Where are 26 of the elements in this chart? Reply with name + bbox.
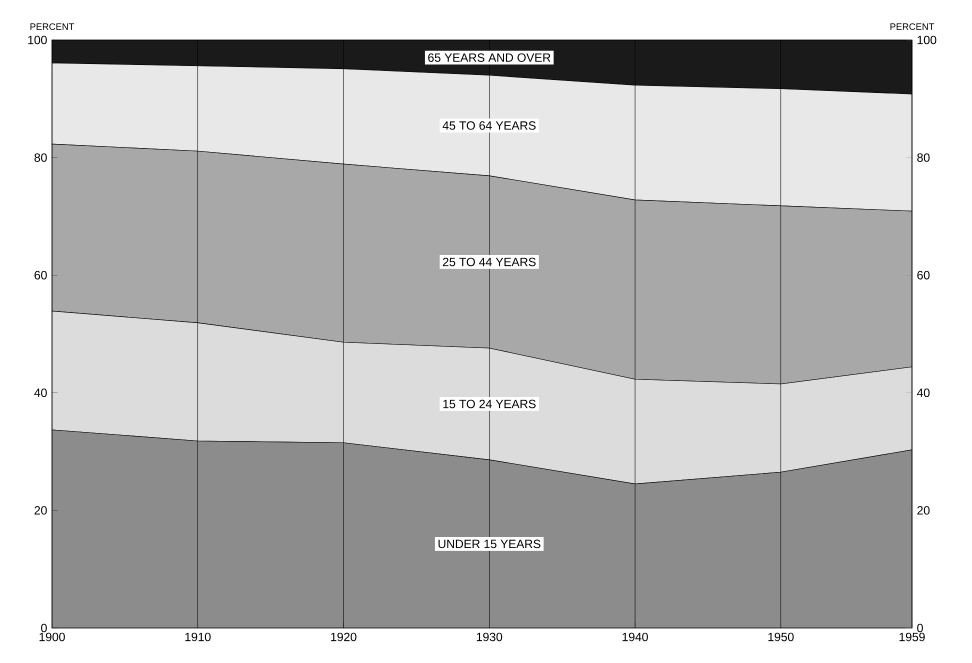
- y2-tick-label: 20: [917, 506, 930, 515]
- series-label: UNDER 15 YEARS: [438, 540, 540, 548]
- series-label: 65 YEARS AND OVER: [428, 53, 550, 62]
- y-tick-label: 20: [34, 506, 47, 515]
- y2-tick-label: 100: [918, 36, 936, 44]
- x-tick-label: 1900: [40, 632, 65, 642]
- x-tick-label: 1950: [768, 632, 794, 642]
- y2-tick-label: 80: [917, 153, 930, 162]
- y2-axis-title: PERCENT: [890, 23, 934, 30]
- x-tick-label: 1940: [622, 632, 648, 642]
- series-label: 45 TO 64 YEARS: [442, 121, 536, 130]
- x-tick-label: 1920: [331, 632, 356, 642]
- y2-tick-label: 40: [916, 388, 930, 398]
- y-tick-label: 80: [34, 153, 47, 162]
- y-tick-label: 60: [34, 270, 47, 280]
- y-tick-label: 100: [28, 36, 47, 44]
- y-axis-title: PERCENT: [30, 23, 74, 30]
- x-tick-label: 1959: [900, 632, 925, 642]
- y-tick-label: 40: [34, 388, 47, 398]
- y2-tick-label: 60: [917, 270, 930, 280]
- y-tick-label: 0: [41, 624, 47, 632]
- y2-tick-label: 0: [917, 624, 923, 632]
- series-label: 25 TO 44 YEARS: [442, 258, 536, 266]
- x-tick-label: 1910: [185, 632, 211, 642]
- x-tick-label: 1930: [476, 632, 502, 642]
- series-label: 15 TO 24 YEARS: [443, 400, 536, 408]
